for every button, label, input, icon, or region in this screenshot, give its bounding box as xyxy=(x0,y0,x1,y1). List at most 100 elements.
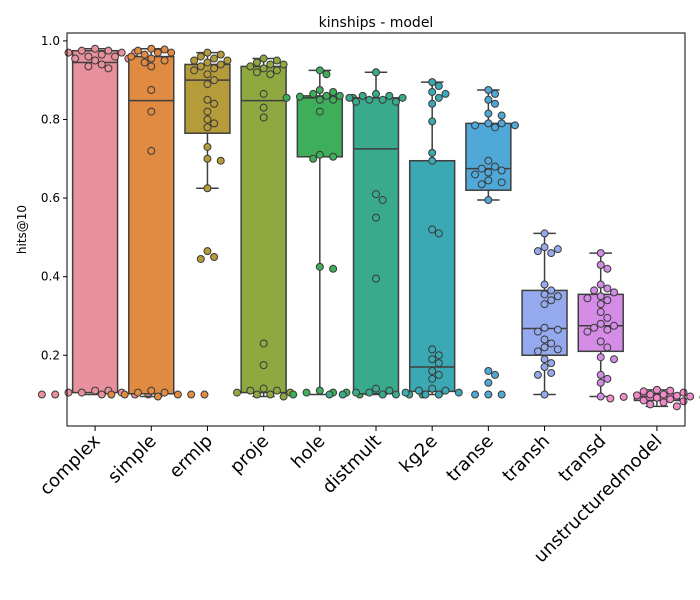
data-point xyxy=(77,46,86,55)
data-point xyxy=(434,229,443,238)
data-point xyxy=(272,386,281,395)
data-point xyxy=(84,62,93,71)
data-point xyxy=(428,156,437,165)
data-point xyxy=(315,150,324,159)
data-point xyxy=(203,107,212,116)
data-point xyxy=(315,107,324,116)
data-point xyxy=(484,366,493,375)
data-point xyxy=(203,95,212,104)
data-point xyxy=(477,180,486,189)
data-point xyxy=(64,48,73,57)
data-point xyxy=(533,347,542,356)
data-point xyxy=(484,378,493,387)
data-point xyxy=(190,66,199,75)
y-axis-label: hits@10 xyxy=(15,205,29,254)
data-point xyxy=(428,374,437,383)
data-point xyxy=(484,95,493,104)
box-group-unstructuredmodel xyxy=(606,385,700,411)
data-point xyxy=(434,390,443,399)
data-point xyxy=(497,119,506,128)
data-point xyxy=(325,390,334,399)
data-point xyxy=(652,393,661,402)
data-point xyxy=(497,166,506,175)
data-point xyxy=(203,80,212,89)
data-point xyxy=(491,99,500,108)
data-point xyxy=(51,390,60,399)
data-point xyxy=(603,284,612,293)
data-point xyxy=(315,66,324,75)
data-point xyxy=(71,54,80,63)
data-point xyxy=(491,123,500,132)
data-point xyxy=(603,325,612,334)
data-point xyxy=(266,60,275,69)
data-point xyxy=(223,56,232,65)
data-point xyxy=(203,70,212,79)
data-point xyxy=(596,378,605,387)
data-point xyxy=(378,390,387,399)
data-point xyxy=(553,292,562,301)
plot-area: 0.2 0.4 0.6 0.8 1.0 complex simple ermlp proje ho… xyxy=(36,34,700,567)
x-tick-label-simple: simple xyxy=(104,431,161,488)
data-point xyxy=(596,353,605,362)
data-point xyxy=(338,390,347,399)
data-point xyxy=(160,388,169,397)
data-point xyxy=(97,50,106,59)
data-point xyxy=(540,363,549,372)
data-point xyxy=(259,384,268,393)
data-point xyxy=(686,392,695,401)
data-point xyxy=(540,335,549,344)
data-point xyxy=(329,264,338,273)
data-point xyxy=(540,300,549,309)
data-point xyxy=(547,286,556,295)
data-point xyxy=(659,390,668,399)
data-point xyxy=(672,391,681,400)
data-point xyxy=(491,89,500,98)
data-point xyxy=(603,264,612,273)
data-point xyxy=(77,388,86,397)
data-point xyxy=(315,95,324,104)
data-point xyxy=(372,384,380,393)
data-point xyxy=(484,156,493,165)
data-point xyxy=(434,351,443,360)
data-point xyxy=(583,327,592,336)
data-point xyxy=(596,308,605,317)
data-point xyxy=(632,391,641,400)
data-point xyxy=(428,99,437,108)
data-point xyxy=(196,254,205,263)
x-tick-label-complex: complex xyxy=(36,430,105,499)
data-point xyxy=(187,390,196,399)
data-point xyxy=(540,280,549,289)
data-point xyxy=(322,70,331,79)
data-point xyxy=(540,343,549,352)
data-point xyxy=(391,97,400,106)
data-point xyxy=(37,390,46,399)
data-point xyxy=(140,58,149,67)
x-tick-label-hole: hole xyxy=(287,431,329,473)
data-point xyxy=(510,121,519,130)
data-point xyxy=(259,361,268,370)
data-point xyxy=(200,390,209,399)
data-point xyxy=(583,294,592,303)
data-point xyxy=(477,164,486,173)
data-point xyxy=(203,247,212,256)
data-point xyxy=(272,56,281,65)
data-point xyxy=(385,91,394,100)
data-point xyxy=(666,395,675,404)
data-point xyxy=(659,398,668,407)
data-point xyxy=(259,103,268,112)
x-tick-label-kg2e: kg2e xyxy=(395,431,441,477)
data-point xyxy=(252,58,261,67)
box-group-transh xyxy=(521,229,568,399)
data-point xyxy=(533,247,542,256)
data-point xyxy=(203,115,212,124)
data-point xyxy=(216,60,225,69)
data-point xyxy=(441,89,450,98)
data-point xyxy=(315,262,324,271)
data-point xyxy=(428,355,437,364)
x-tick-label-distmult: distmult xyxy=(318,431,385,498)
data-point xyxy=(471,390,480,399)
data-point xyxy=(378,95,387,104)
data-point xyxy=(471,170,480,179)
data-point xyxy=(484,390,493,399)
data-point xyxy=(547,296,556,305)
